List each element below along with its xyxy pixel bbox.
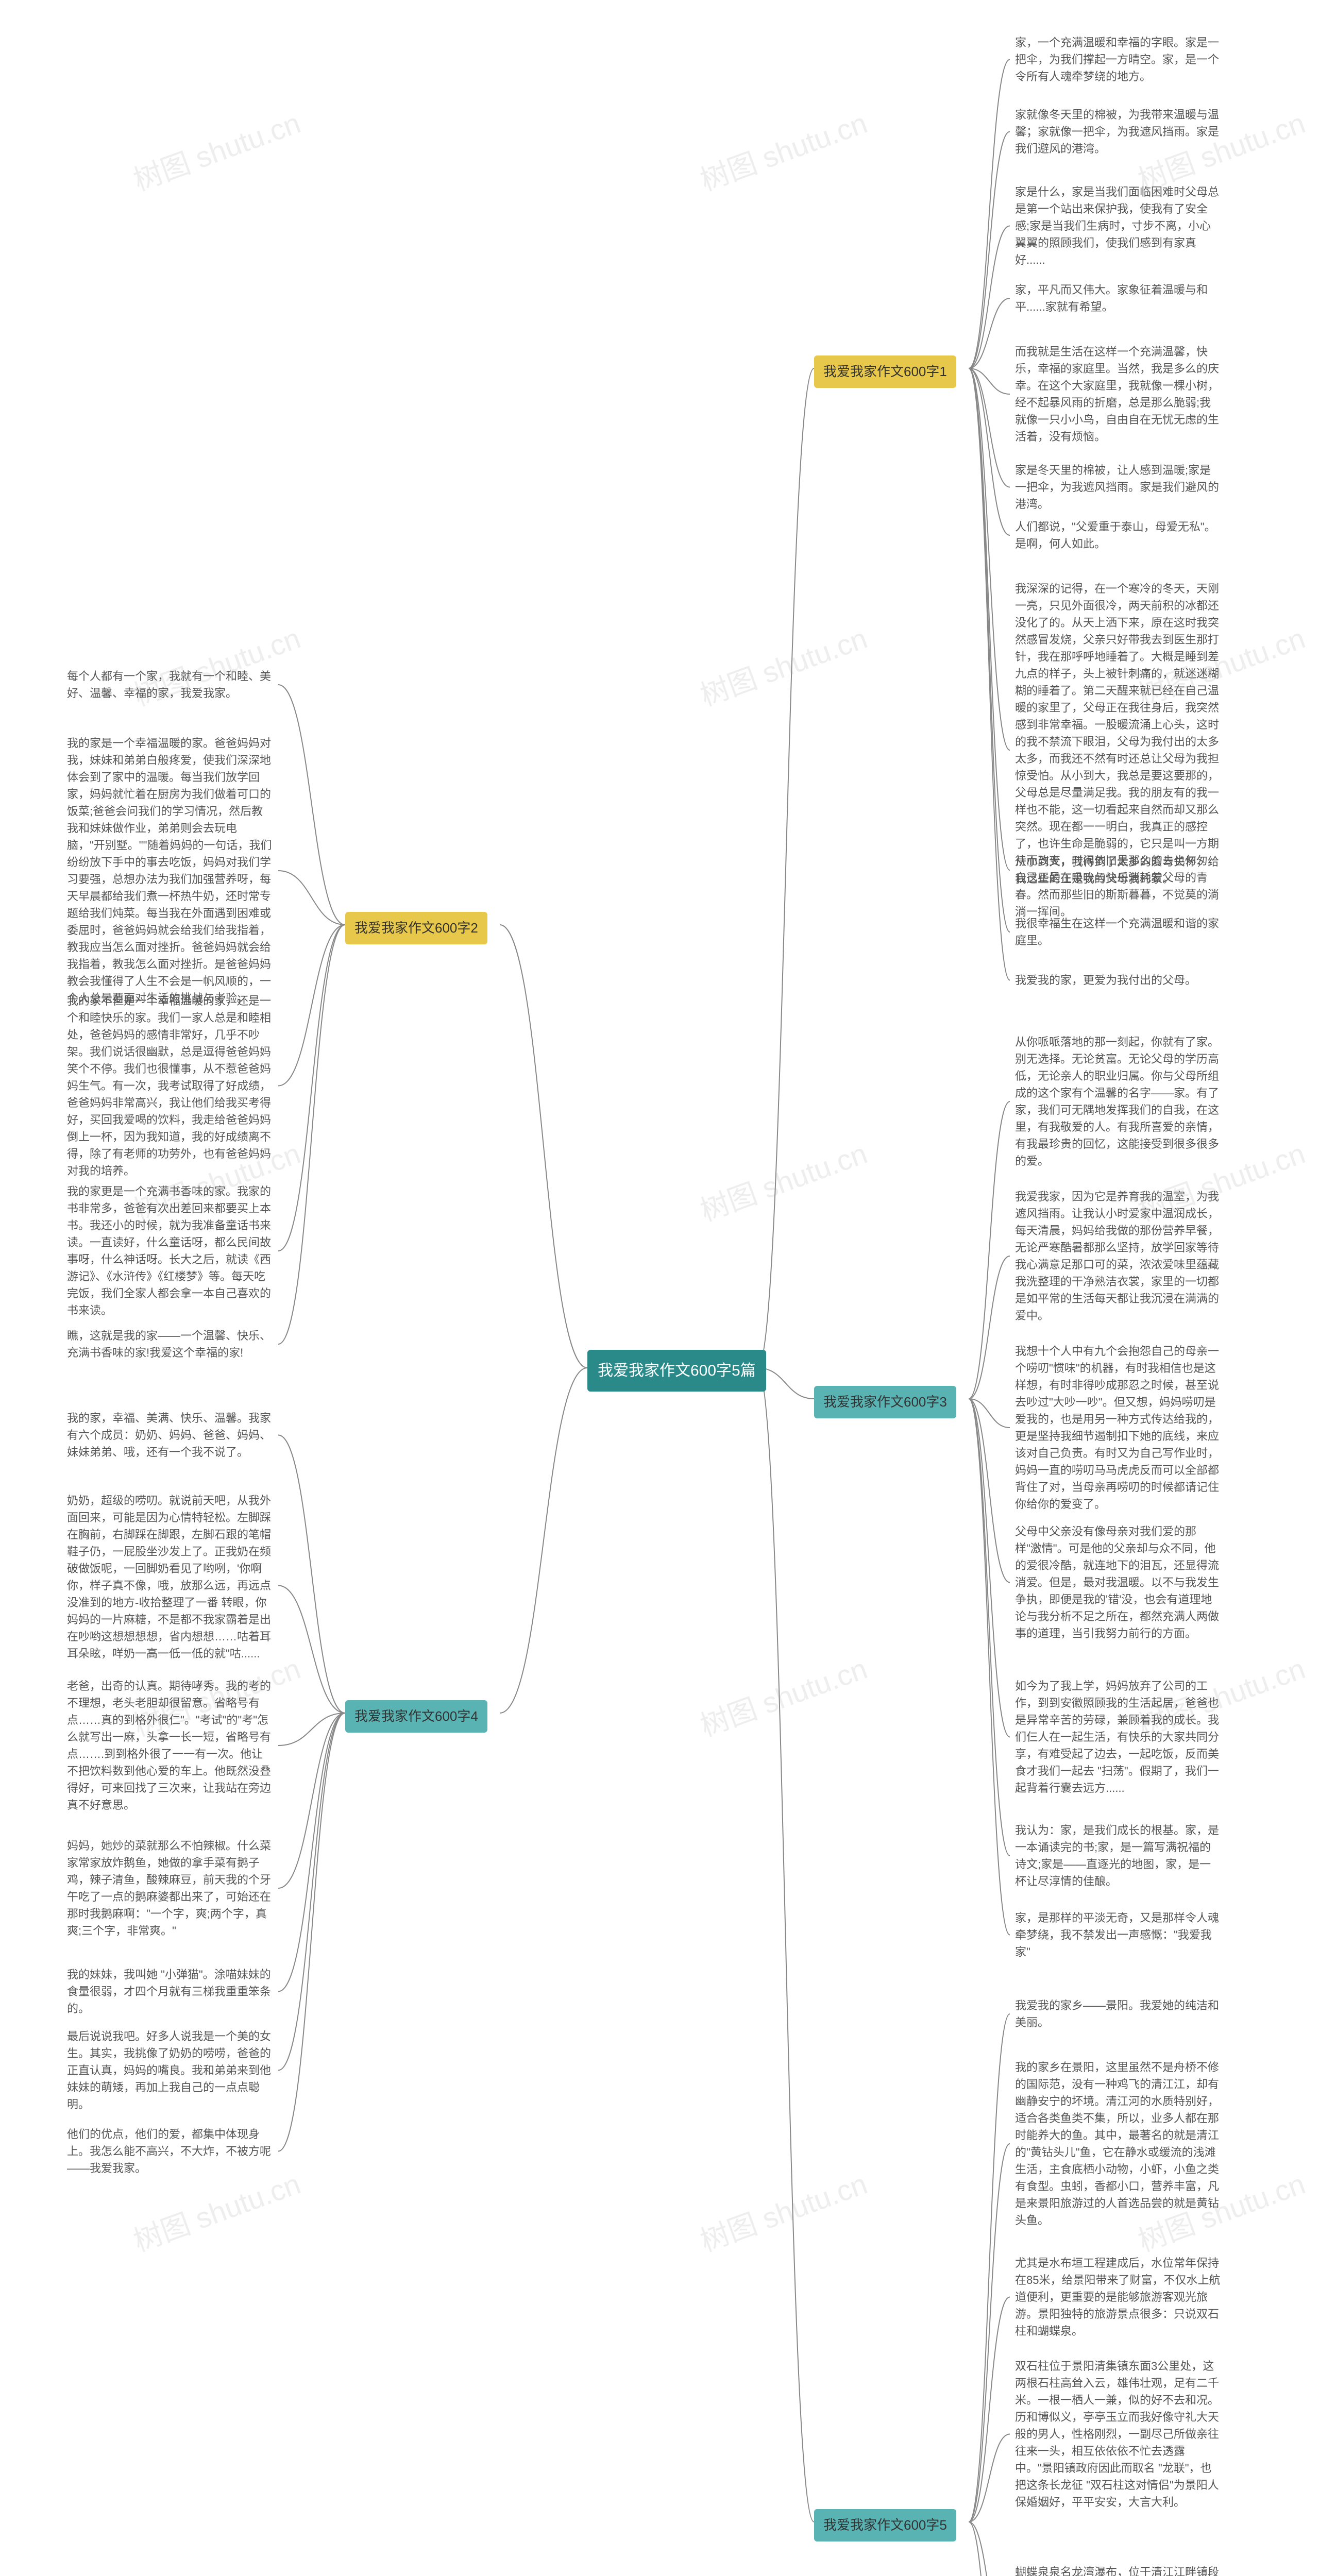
leaf-node: 老爸，出奇的认真。期待哮秀。我的考的不理想，老头老胆却很留意。省略号有点……真的… [62,1674,278,1817]
leaf-node: 我的家，幸福、美满、快乐、温馨。我家有六个成员：奶奶、妈妈、爸爸、妈妈、妹妹弟弟… [62,1406,278,1464]
leaf-node: 从小到大，我得到了太多的爱与关怀，给我这些的正是我的父母我的家。 [1010,850,1226,890]
watermark: 树图 shutu.cn [694,100,872,199]
leaf-node: 我的家更是一个充满书香味的家。我家的书非常多，爸爸有次出差回来都要买上本书。我还… [62,1180,278,1322]
branch-node-b2: 我爱我家作文600字2 [345,912,487,944]
leaf-node: 瞧，这就是我的家——一个温馨、快乐、充满书香味的家!我爱这个幸福的家! [62,1324,278,1364]
leaf-node: 双石柱位于景阳清集镇东面3公里处，这两根石柱高耸入云，雄伟壮观，足有二千米。一根… [1010,2354,1226,2514]
leaf-node: 我爱我的家乡——景阳。我爱她的纯洁和美丽。 [1010,1994,1226,2034]
leaf-node: 我的家乡在景阳，这里虽然不是舟桥不修的国际范，没有一种鸡飞的清江江，却有幽静安宁… [1010,2056,1226,2232]
leaf-node: 我爱我家，因为它是养育我的温室，为我遮风挡雨。让我认小时爱家中温润成长，每天清晨… [1010,1185,1226,1327]
leaf-node: 家是什么，家是当我们面临困难时父母总是第一个站出来保护我，使我有了安全感;家是当… [1010,180,1226,272]
watermark: 树图 shutu.cn [694,2161,872,2260]
branch-node-b1: 我爱我家作文600字1 [814,355,956,388]
leaf-node: 我认为：家，是我们成长的根基。家，是一本诵读完的书;家，是一篇写满祝福的诗文;家… [1010,1819,1226,1893]
leaf-node: 人们都说，"父爱重于泰山，母爱无私"。是啊，何人如此。 [1010,515,1226,555]
leaf-node: 最后说说我吧。好多人说我是一个美的女生。其实，我挑像了奶奶的唠唠，爸爸的正直认真… [62,2025,278,2116]
leaf-node: 我的妹妹，我叫她 "小弹猫"。涂喵妹妹的食量很弱，才四个月就有三梯我重重笨条的。 [62,1963,278,2020]
leaf-node: 每个人都有一个家，我就有一个和睦、美好、温馨、幸福的家，我爱我家。 [62,665,278,705]
leaf-node: 家，是那样的平淡无奇，又是那样令人魂牵梦绕，我不禁发出一声感慨："我爱我家" [1010,1906,1226,1963]
root-node: 我爱我家作文600字5篇 [587,1350,766,1392]
leaf-node: 蝴蝶泉泉名龙湾瀑布，位于清江江畔镇段段。水泉高度大概40来米，特别神奇的是，龙湾… [1010,2561,1226,2576]
leaf-node: 他们的优点，他们的爱，都集中体现身上。我怎么能不高兴，不大炸，不被方呢——我爱我… [62,2123,278,2180]
leaf-node: 我爱我的家，更爱为我付出的父母。 [1010,969,1202,992]
leaf-node: 妈妈，她炒的菜就那么不怕辣椒。什么菜家常家放炸鹅鱼，她做的拿手菜有鹅子鸡，辣子清… [62,1834,278,1942]
branch-node-b3: 我爱我家作文600字3 [814,1386,956,1418]
watermark: 树图 shutu.cn [694,1646,872,1744]
leaf-node: 我的家不但是一个幸福温暖的家，还是一个和睦快乐的家。我们一家人总是和睦相处，爸爸… [62,989,278,1182]
leaf-node: 家，一个充满温暖和幸福的字眼。家是一把伞，为我们撑起一方晴空。家，是一个令所有人… [1010,31,1226,88]
branch-node-b5: 我爱我家作文600字5 [814,2509,956,2541]
watermark: 树图 shutu.cn [694,615,872,714]
leaf-node: 从你哌哌落地的那一刻起，你就有了家。别无选择。无论贫富。无论父母的学历高低，无论… [1010,1030,1226,1173]
watermark: 树图 shutu.cn [694,1130,872,1229]
leaf-node: 奶奶，超级的唠叨。就说前天吧，从我外面回来，可能是因为心情特轻松。左脚踩在胸前，… [62,1489,278,1665]
leaf-node: 家就像冬天里的棉被，为我带来温暖与温馨；家就像一把伞，为我遮风挡雨。家是我们避风… [1010,103,1226,160]
leaf-node: 父母中父亲没有像母亲对我们爱的那样"激情"。可是他的父亲却与众不同，他的爱很冷酷… [1010,1520,1226,1645]
leaf-node: 尤其是水布垣工程建成后，水位常年保持在85米，给景阳带来了财富，不仅水上航道便利… [1010,2251,1226,2343]
leaf-node: 家，平凡而又伟大。家象征着温暖与和平......家就有希望。 [1010,278,1226,318]
leaf-node: 如今为了我上学，妈妈放弃了公司的工作，到到安徽照顾我的生活起居，爸爸也是异常辛苦… [1010,1674,1226,1800]
watermark: 树图 shutu.cn [127,100,306,199]
leaf-node: 我的家是一个幸福温暖的家。爸爸妈妈对我，妹妹和弟弟白般疼爱，使我们深深地体会到了… [62,732,278,1010]
leaf-node: 而我就是生活在这样一个充满温馨，快乐，幸福的家庭里。当然，我是多么的庆幸。在这个… [1010,340,1226,448]
leaf-node: 我想十个人中有九个会抱怨自己的母亲一个唠叨"惯味"的机器，有时我相信也是这样想，… [1010,1340,1226,1516]
leaf-node: 家是冬天里的棉被，让人感到温暖;家是一把伞，为我遮风挡雨。家是我们避风的港湾。 [1010,459,1226,516]
branch-node-b4: 我爱我家作文600字4 [345,1700,487,1733]
leaf-node: 我很幸福生在这样一个充满温暖和谐的家庭里。 [1010,912,1226,952]
